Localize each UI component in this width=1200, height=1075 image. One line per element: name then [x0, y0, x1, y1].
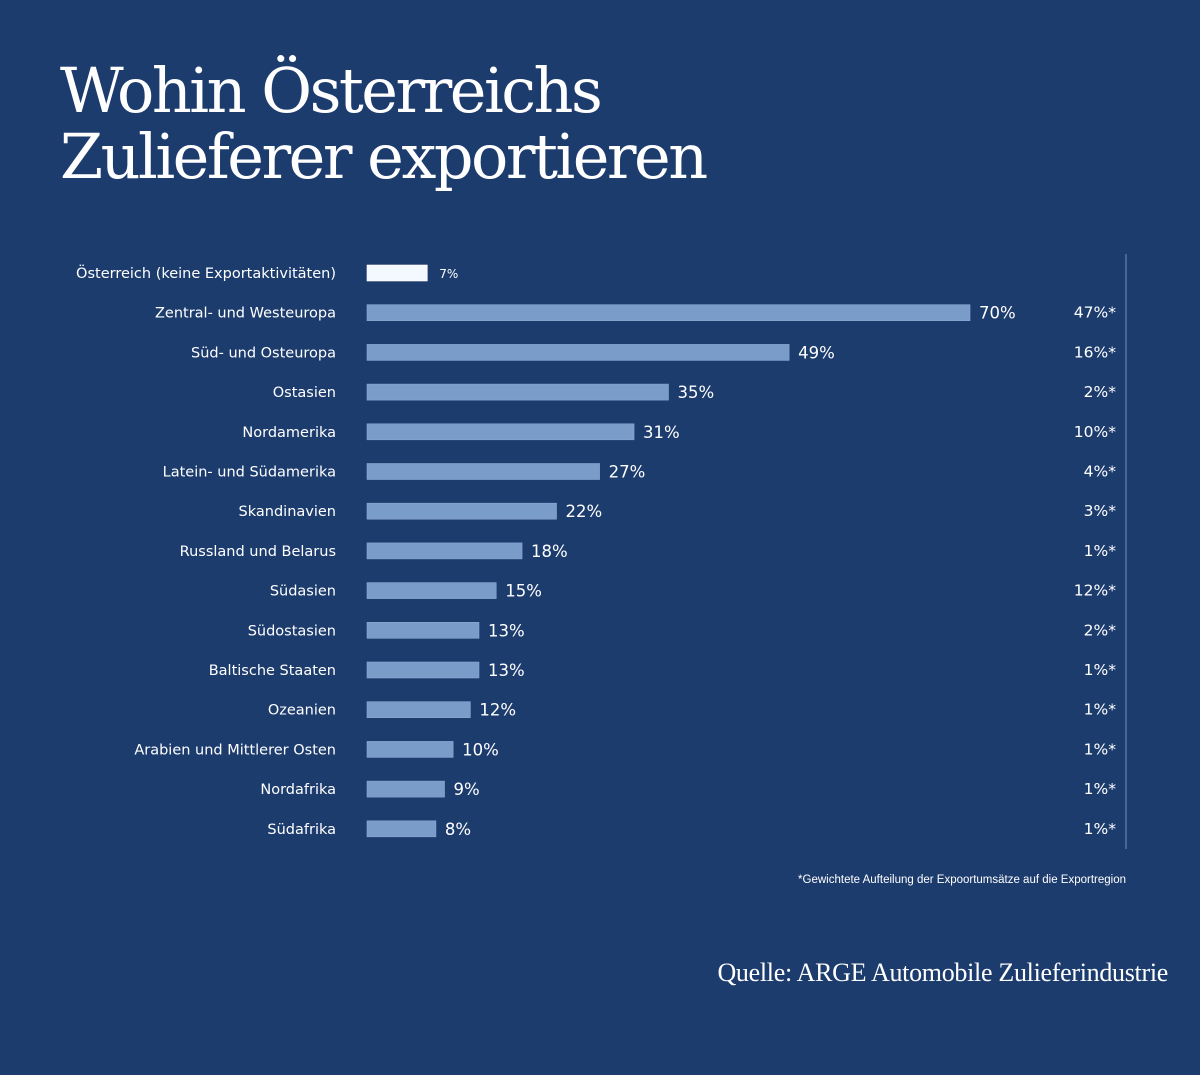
bar — [366, 820, 437, 838]
category-label: Süd- und Osteuropa — [191, 345, 336, 361]
weighted-share-label: 1%* — [1084, 820, 1117, 838]
weighted-share-label: 4%* — [1084, 463, 1117, 481]
category-label: Zentral- und Westeuropa — [155, 306, 336, 322]
bar-value-label: 15% — [505, 582, 542, 601]
weighted-share-label: 1%* — [1084, 740, 1117, 758]
category-label: Südostasien — [248, 623, 336, 639]
category-label: Baltische Staaten — [209, 663, 336, 679]
bar — [366, 621, 480, 639]
bar — [366, 701, 471, 719]
category-label: Skandinavien — [239, 504, 336, 520]
weighted-share-label: 1%* — [1084, 542, 1117, 560]
bar-value-label: 8% — [445, 820, 471, 839]
bar-value-label: 70% — [979, 304, 1016, 323]
bar-highlighted — [366, 264, 428, 282]
bar — [366, 741, 454, 758]
weighted-share-label: 47%* — [1074, 304, 1116, 322]
bar-value-label: 35% — [678, 383, 715, 402]
bar-value-label: 9% — [454, 780, 480, 799]
category-label: Arabien und Mittlerer Osten — [134, 742, 336, 758]
bar-value-label: 13% — [488, 661, 525, 680]
bar-value-label: 49% — [798, 343, 835, 362]
category-label: Latein- und Südamerika — [163, 465, 336, 481]
bar — [366, 344, 790, 361]
category-label: Nordamerika — [242, 425, 336, 441]
bar — [366, 383, 669, 401]
category-label: Ostasien — [273, 385, 336, 401]
bar — [366, 661, 480, 679]
bar — [366, 542, 523, 560]
footnote: *Gewichtete Aufteilung der Expoortumsätz… — [798, 874, 1126, 886]
weighted-share-label: 1%* — [1084, 701, 1117, 719]
category-label: Südasien — [270, 584, 336, 600]
bar-value-label: 22% — [566, 502, 603, 521]
chart-title: Wohin Österreichs Zulieferer exportieren — [60, 54, 708, 193]
weighted-share-label: 16%* — [1074, 343, 1116, 361]
category-label: Russland und Belarus — [180, 544, 336, 560]
weighted-share-label: 10%* — [1074, 423, 1116, 441]
weighted-share-label: 2%* — [1084, 383, 1117, 401]
bar-value-label: 18% — [531, 542, 568, 561]
category-label: Ozeanien — [268, 703, 336, 719]
bar — [366, 423, 635, 441]
bar-value-label: 12% — [479, 701, 516, 720]
category-label: Österreich (keine Exportaktivitäten) — [76, 264, 336, 282]
bar-value-label: 13% — [488, 621, 525, 640]
weighted-share-label: 2%* — [1084, 621, 1117, 639]
bar — [366, 780, 445, 798]
category-label: Südafrika — [267, 822, 336, 838]
chart-title-line-1: Wohin Österreichs — [60, 54, 603, 127]
chart-title-line-2: Zulieferer exportieren — [60, 120, 708, 193]
bar — [366, 304, 971, 322]
category-label: Nordafrika — [260, 782, 336, 798]
source-credit: Quelle: ARGE Automobile Zulieferindustri… — [717, 958, 1168, 987]
bar-value-label: 27% — [609, 463, 646, 482]
weighted-share-label: 3%* — [1084, 502, 1117, 520]
bar-value-label: 10% — [462, 740, 499, 759]
bar — [366, 463, 600, 480]
bar-value-label: 31% — [643, 423, 680, 442]
bar — [366, 582, 497, 599]
bar — [366, 502, 557, 520]
bar-value-label: 7% — [439, 267, 458, 281]
weighted-share-label: 12%* — [1074, 582, 1116, 600]
weighted-share-label: 1%* — [1084, 661, 1117, 679]
weighted-share-label: 1%* — [1084, 780, 1117, 798]
